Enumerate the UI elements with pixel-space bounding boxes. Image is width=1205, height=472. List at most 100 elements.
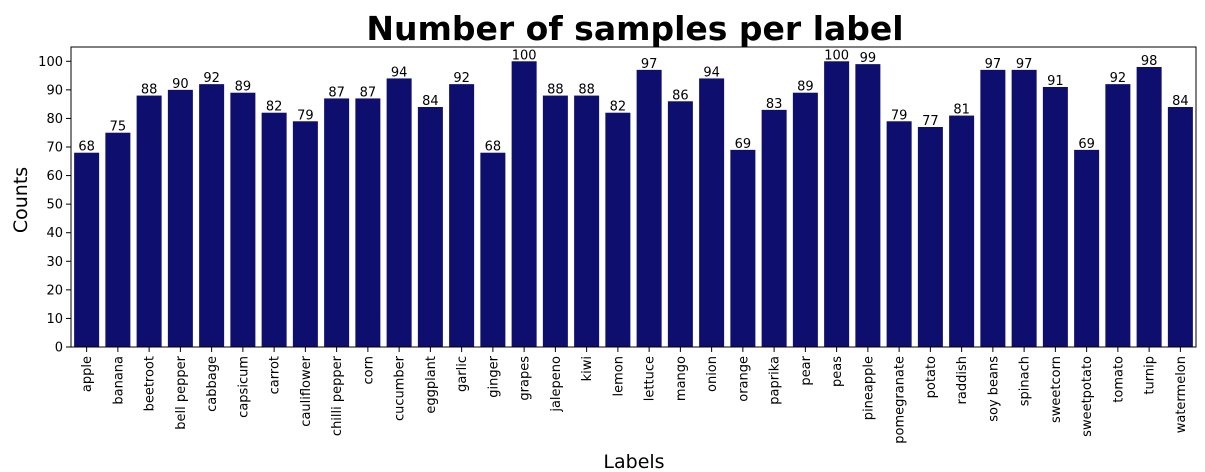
x-tick-label: turnip <box>1143 356 1158 395</box>
x-tick-label: sweetcorn <box>1049 356 1064 423</box>
bar <box>1167 107 1193 347</box>
data-label: 84 <box>422 94 439 109</box>
data-label: 88 <box>578 83 595 98</box>
bar <box>574 95 600 347</box>
bar <box>167 89 193 347</box>
y-axis-label: Counts <box>10 167 32 233</box>
x-tick-label: ginger <box>486 355 501 397</box>
data-label: 77 <box>922 114 939 129</box>
x-tick-label: lemon <box>611 356 626 396</box>
x-tick-label: paprika <box>768 356 783 405</box>
bar <box>886 121 912 348</box>
bar <box>136 95 162 347</box>
data-label: 94 <box>703 65 720 80</box>
data-label: 88 <box>547 83 564 98</box>
x-axis: apple banana beetroot bell pepper cabbage cap… <box>80 347 1189 444</box>
x-tick-label: cabbage <box>205 356 220 412</box>
x-tick-label: mango <box>674 356 689 401</box>
bar <box>699 78 725 347</box>
data-label: 98 <box>1141 54 1158 69</box>
x-tick-label: chilli pepper <box>330 355 345 436</box>
x-tick-label: capsicum <box>236 356 251 418</box>
bar <box>1011 69 1037 347</box>
data-label: 69 <box>735 137 752 152</box>
bar <box>605 112 631 347</box>
bar <box>824 61 850 348</box>
x-tick-label: cucumber <box>393 355 408 421</box>
data-label: 91 <box>1047 74 1064 89</box>
data-label: 97 <box>1016 57 1033 72</box>
data-label: 92 <box>1110 71 1127 86</box>
x-tick-label: onion <box>705 356 720 392</box>
y-tick-label: 50 <box>46 198 63 213</box>
y-tick-label: 90 <box>46 83 63 98</box>
data-label: 83 <box>766 97 783 112</box>
x-tick-label: eggplant <box>424 356 439 414</box>
bar <box>792 92 818 347</box>
data-label: 89 <box>235 80 252 95</box>
x-tick-label: banana <box>111 356 126 405</box>
x-tick-label: soy beans <box>986 356 1001 422</box>
data-label: 87 <box>360 85 377 100</box>
x-tick-label: lettuce <box>643 356 658 401</box>
y-tick-label: 40 <box>46 226 63 241</box>
bar <box>480 152 506 347</box>
x-tick-label: pineapple <box>861 356 876 420</box>
bar <box>1042 87 1068 347</box>
x-tick-label: jalepeno <box>549 356 564 413</box>
bars <box>74 61 1193 348</box>
bar <box>980 69 1006 347</box>
y-tick-label: 70 <box>46 141 63 156</box>
data-label: 92 <box>203 71 220 86</box>
data-label: 100 <box>512 48 537 63</box>
bar <box>542 95 568 347</box>
x-tick-label: potato <box>924 356 939 398</box>
x-tick-label: grapes <box>518 356 533 401</box>
x-tick-label: garlic <box>455 356 470 392</box>
bar <box>230 92 256 347</box>
data-label: 100 <box>824 48 849 63</box>
data-label: 84 <box>1172 94 1189 109</box>
bar <box>324 98 350 347</box>
bar <box>636 69 662 347</box>
data-label: 81 <box>953 103 970 118</box>
x-tick-label: spinach <box>1018 356 1033 406</box>
bar <box>74 152 100 347</box>
bar <box>386 78 412 347</box>
data-label: 97 <box>985 57 1002 72</box>
bar <box>1136 67 1162 347</box>
x-tick-label: tomato <box>1111 356 1126 403</box>
bar <box>949 115 975 347</box>
bar <box>1105 84 1131 348</box>
x-tick-label: corn <box>361 356 376 384</box>
bar <box>261 112 287 347</box>
data-label: 88 <box>141 83 158 98</box>
x-axis-label: Labels <box>603 451 664 472</box>
x-tick-label: pear <box>799 355 814 385</box>
data-label: 89 <box>797 80 814 95</box>
x-tick-label: sweetpotato <box>1080 356 1095 437</box>
bar <box>105 132 131 347</box>
x-tick-label: watermelon <box>1174 356 1189 433</box>
bar <box>667 101 693 348</box>
bar <box>730 149 756 347</box>
x-tick-label: cauliflower <box>299 355 314 426</box>
data-label: 69 <box>1078 137 1095 152</box>
y-tick-label: 30 <box>46 255 63 270</box>
x-tick-label: raddish <box>955 356 970 404</box>
data-label: 82 <box>266 100 283 115</box>
data-label: 99 <box>860 51 877 66</box>
x-tick-label: orange <box>736 356 751 402</box>
bar <box>355 98 381 347</box>
x-tick-label: pomegranate <box>893 356 908 444</box>
x-tick-label: beetroot <box>143 356 158 411</box>
y-tick-label: 20 <box>46 283 63 298</box>
x-tick-label: kiwi <box>580 356 595 381</box>
x-tick-label: carrot <box>268 356 283 394</box>
bar <box>917 127 943 347</box>
bar <box>855 64 881 348</box>
data-label: 79 <box>891 108 908 123</box>
bar <box>292 121 318 348</box>
data-label: 68 <box>485 140 502 155</box>
